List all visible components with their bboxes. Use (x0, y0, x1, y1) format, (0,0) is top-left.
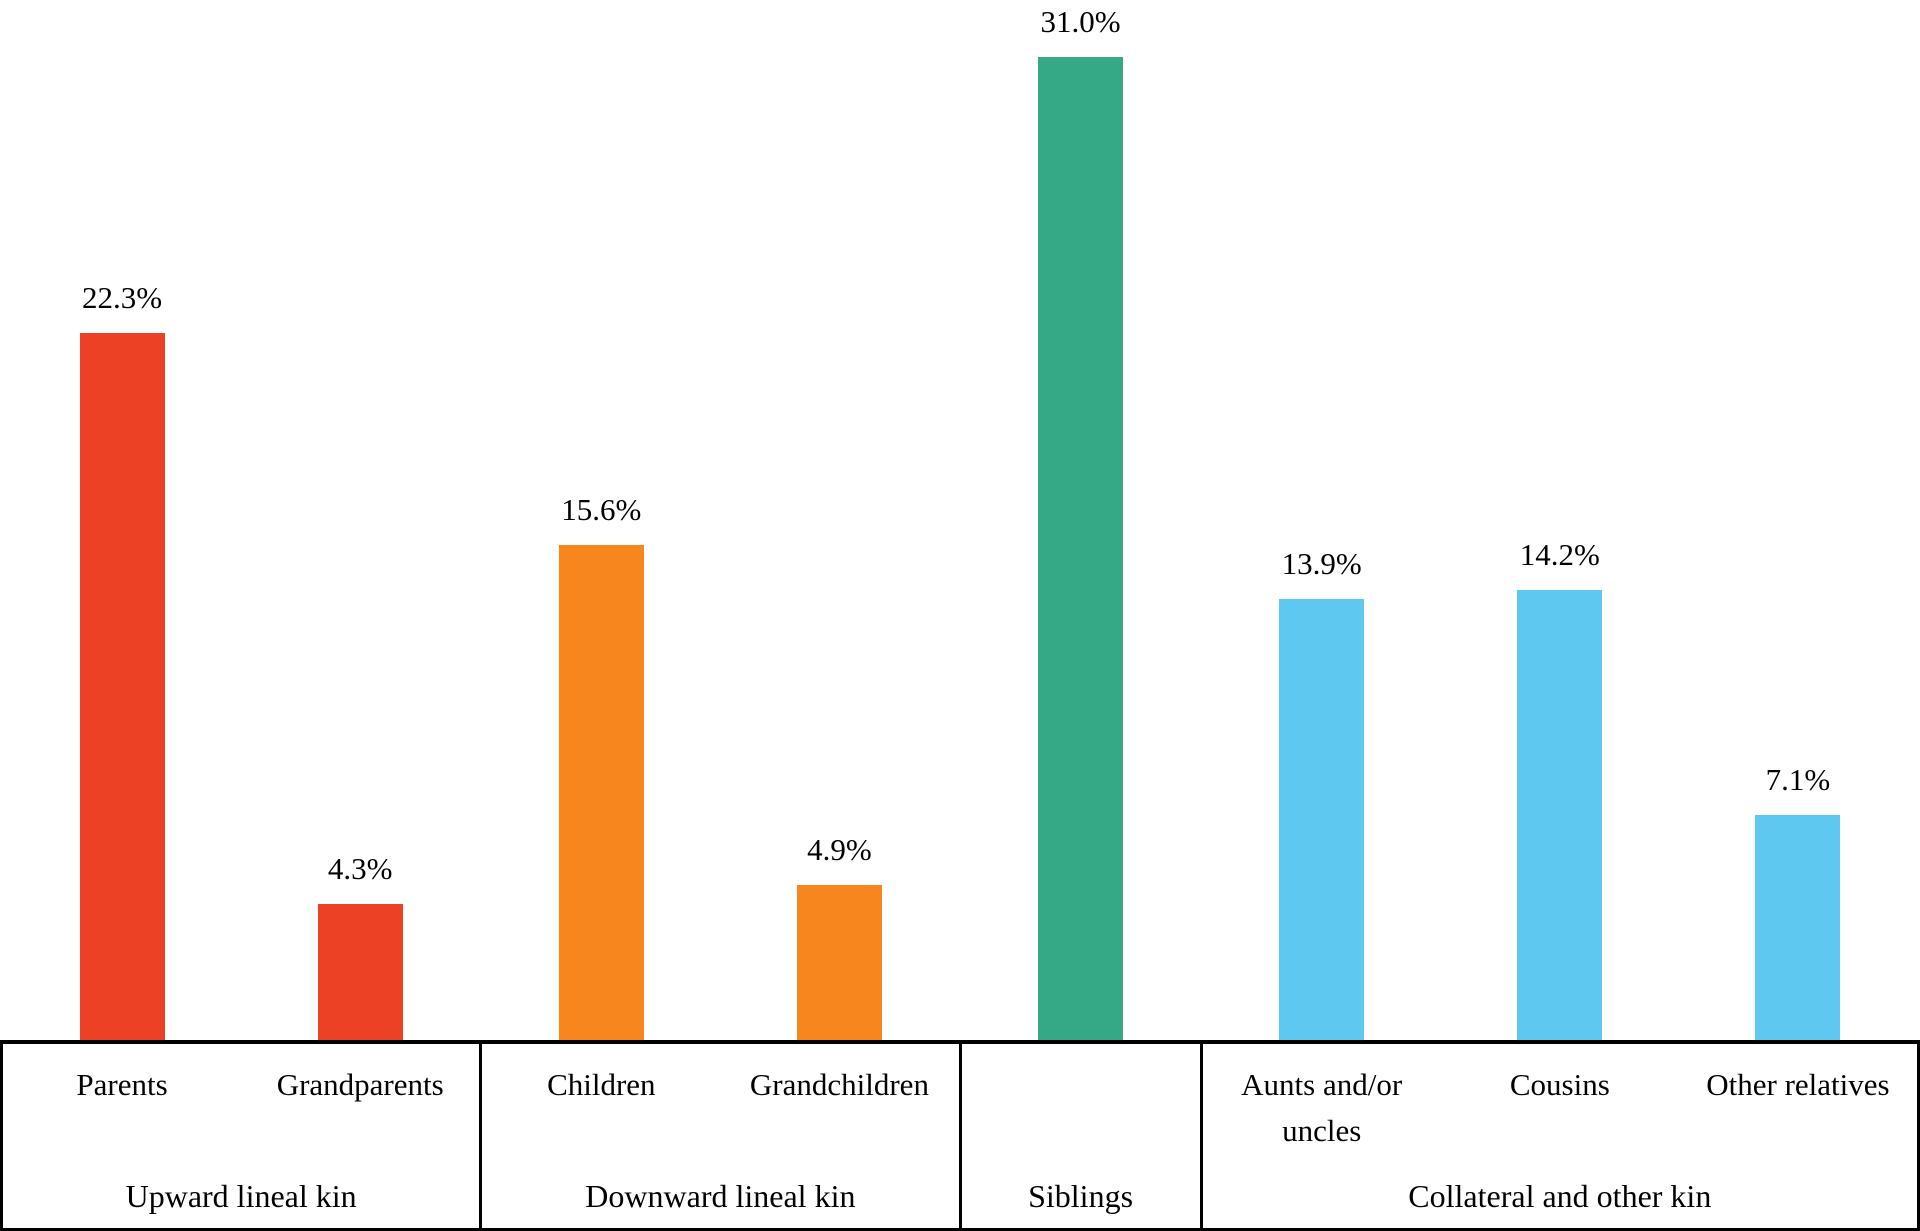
group-label-siblings: Siblings (1028, 1178, 1134, 1214)
value-label-grandchildren: 4.9% (807, 831, 872, 867)
category-row-upward-lineal-kin: Parents Grandparents (3, 1044, 479, 1176)
group-cell-downward-lineal-kin: Children Grandchildren Downward lineal kin (479, 1044, 958, 1228)
category-label-parents: Parents (76, 1067, 168, 1102)
value-label-parents: 22.3% (82, 280, 163, 316)
bar-cousins (1517, 589, 1603, 1040)
category-label-grandparents: Grandparents (276, 1067, 444, 1102)
bar-aunts-and-or-uncles (1279, 599, 1365, 1040)
category-label-children: Children (547, 1067, 656, 1102)
value-label-children: 15.6% (561, 492, 642, 528)
bar-other-relatives (1755, 814, 1841, 1040)
bar-slot-children: 15.6% (482, 491, 720, 1040)
bar-slot-grandchildren: 4.9% (720, 831, 958, 1040)
category-row-downward-lineal-kin: Children Grandchildren (482, 1044, 958, 1176)
category-row-siblings (962, 1044, 1200, 1176)
bar-slot-siblings: 31.0% (962, 3, 1200, 1040)
value-label-grandparents: 4.3% (327, 850, 393, 886)
plot-group-collateral-and-other-kin: 13.9% 14.2% 7.1% (1200, 0, 1917, 1040)
value-label-siblings: 31.0% (1040, 4, 1121, 40)
bar-parents (79, 333, 165, 1040)
group-cell-collateral-and-other-kin: Aunts and/or uncles Cousins Other relative… (1199, 1044, 1917, 1228)
group-cell-siblings: Siblings (958, 1044, 1200, 1228)
group-label-upward-lineal-kin: Upward lineal kin (125, 1178, 357, 1214)
category-label-other-relatives: Other relatives (1706, 1067, 1890, 1102)
category-table: Parents Grandparents Upward lineal kin Chil… (0, 1040, 1920, 1231)
category-label-grandchildren: Grandchildren (749, 1067, 929, 1102)
bar-slot-parents: 22.3% (3, 279, 241, 1040)
bar-siblings (1038, 57, 1124, 1040)
value-label-other-relatives: 7.1% (1765, 761, 1831, 797)
category-row-collateral-and-other-kin: Aunts and/or uncles Cousins Other relative… (1203, 1044, 1917, 1176)
value-label-cousins: 14.2% (1519, 536, 1600, 572)
bar-children (558, 545, 644, 1040)
plot-group-siblings: 31.0% (959, 0, 1200, 1040)
group-label-downward-lineal-kin: Downward lineal kin (585, 1178, 856, 1214)
bar-grandchildren (796, 884, 882, 1040)
bar-slot-other-relatives: 7.1% (1679, 761, 1917, 1040)
group-label-collateral-and-other-kin: Collateral and other kin (1408, 1178, 1712, 1214)
plot-group-upward-lineal-kin: 22.3% 4.3% (3, 0, 479, 1040)
bar-slot-aunts-and-or-uncles: 13.9% (1203, 545, 1441, 1040)
bar-slot-grandparents: 4.3% (241, 850, 479, 1040)
value-label-aunts-and-or-uncles: 13.9% (1281, 546, 1362, 582)
group-cell-upward-lineal-kin: Parents Grandparents Upward lineal kin (3, 1044, 479, 1228)
plot-group-downward-lineal-kin: 15.6% 4.9% (479, 0, 958, 1040)
category-label-aunts-and-or-uncles: Aunts and/or uncles (1241, 1067, 1403, 1148)
bar-grandparents (317, 903, 403, 1040)
bar-slot-cousins: 14.2% (1441, 536, 1679, 1040)
plot-area: 22.3% 4.3% 15.6% 4.9% 31.0% 13.9% 14.2% 7.1% (3, 0, 1917, 1040)
category-label-cousins: Cousins (1509, 1067, 1610, 1102)
